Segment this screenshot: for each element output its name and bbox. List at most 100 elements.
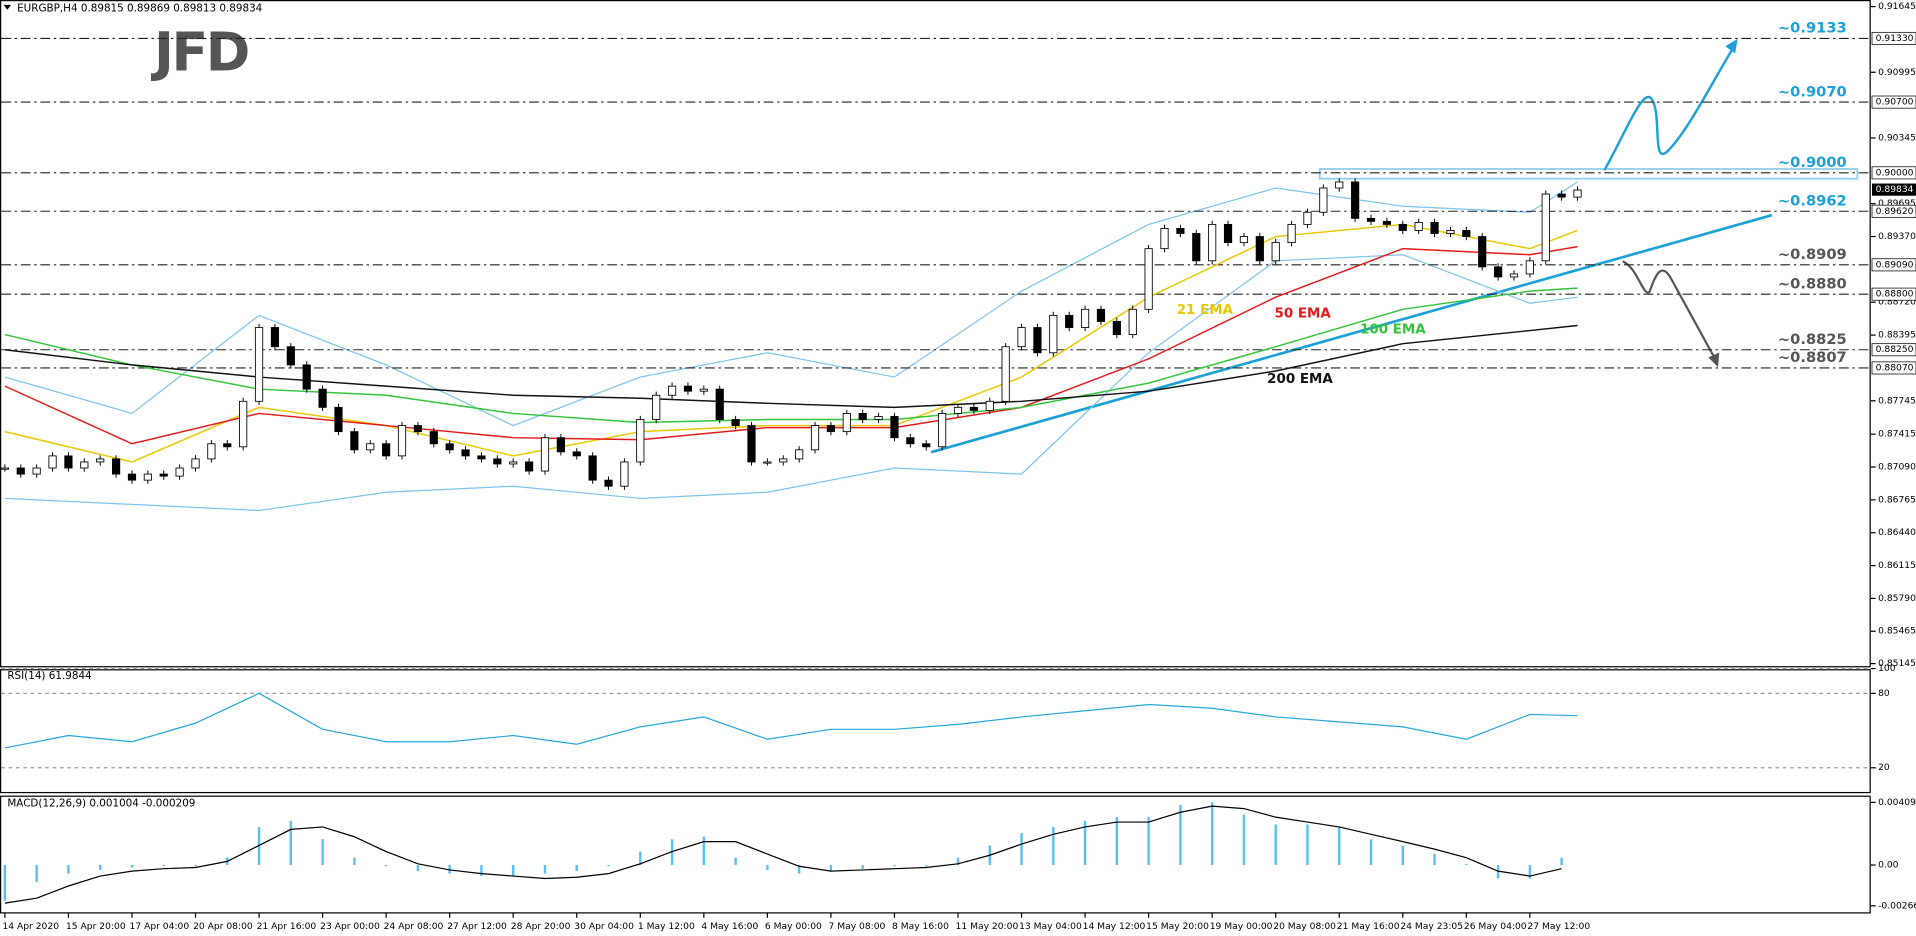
x-tick-label: 24 Apr 08:00 [384, 922, 444, 932]
level-label: ~0.8807 [1778, 349, 1847, 366]
bollinger-lower [4, 254, 1578, 512]
level-tag: 0.88800 [1876, 290, 1914, 300]
candle [1303, 211, 1312, 225]
level-tag-box [1871, 258, 1916, 272]
candle [1366, 217, 1376, 222]
candle [731, 419, 740, 426]
macd-bar [98, 865, 102, 870]
y-tick-label: 0.89370 [1878, 232, 1916, 242]
candle [80, 461, 89, 469]
macd-bar [797, 865, 801, 874]
macd-bar [1465, 863, 1468, 866]
x-tick-label: 1 May 12:00 [638, 922, 695, 932]
macd-signal [4, 805, 1562, 904]
candle [810, 425, 820, 451]
candle [1271, 242, 1280, 262]
candle [715, 388, 724, 420]
macd-bar [3, 865, 7, 901]
candle [207, 443, 216, 460]
x-tick-label: 24 May 23:05 [1400, 922, 1463, 932]
x-tick-label: 15 Apr 20:00 [66, 922, 126, 932]
y-tick-label: 0.85465 [1878, 627, 1916, 637]
macd-bar [607, 865, 610, 867]
menu-triangle [3, 4, 11, 10]
candle [461, 449, 470, 457]
macd-bar [1052, 826, 1055, 866]
resistance-zone [1318, 168, 1859, 180]
candle [1176, 228, 1185, 234]
x-tick-label: 8 May 16:00 [892, 922, 949, 932]
y-tick-label: -0.002665 [1878, 901, 1916, 911]
macd-bar [1369, 839, 1373, 866]
y-tick-label: 100 [1878, 664, 1896, 674]
y-tick-label: 0.86115 [1878, 561, 1916, 571]
macd-bar [416, 865, 420, 872]
candle [111, 458, 121, 475]
bollinger-upper [4, 181, 1578, 427]
macd-bar [1528, 865, 1532, 879]
candle [1430, 221, 1439, 234]
candle [1223, 223, 1233, 244]
y-tick-label: 0.90345 [1878, 133, 1916, 143]
candle [1112, 321, 1121, 336]
macd-bar [1306, 824, 1309, 866]
candle [1192, 233, 1201, 262]
candle [1398, 223, 1407, 231]
y-tick-label: 0.87415 [1878, 430, 1916, 440]
y-tick-label: 0.004095 [1878, 798, 1916, 808]
candle [1462, 230, 1471, 237]
macd-bar [1401, 845, 1405, 866]
candle [683, 385, 693, 392]
candle [445, 443, 454, 451]
candle [1033, 327, 1042, 354]
candle [64, 455, 73, 469]
level-label: ~0.9000 [1778, 154, 1847, 171]
level-tag: 0.88250 [1876, 345, 1914, 355]
macd-bar [1274, 824, 1277, 866]
x-tick-label: 21 May 16:00 [1337, 922, 1400, 932]
level-label: ~0.8825 [1778, 331, 1847, 348]
candle [906, 437, 915, 445]
candle [1287, 223, 1296, 244]
y-tick-label: 0.88395 [1878, 331, 1916, 341]
macd-bar [480, 865, 483, 877]
candle [1096, 308, 1106, 322]
candle [1509, 273, 1519, 278]
x-tick-label: 20 May 08:00 [1273, 922, 1336, 932]
level-tag: 0.91330 [1876, 34, 1914, 44]
candle [795, 449, 804, 460]
level-tag: 0.89090 [1876, 260, 1914, 270]
candle [540, 437, 550, 472]
level-tag-box [1871, 204, 1916, 218]
macd-bar [194, 865, 197, 867]
x-tick-label: 20 Apr 08:00 [193, 922, 253, 932]
level-tag: 0.88070 [1876, 363, 1914, 373]
level-label: ~0.8880 [1778, 275, 1847, 292]
candle [1573, 189, 1582, 198]
macd-bar [1242, 814, 1246, 866]
candle [318, 388, 327, 408]
macd-bar [1338, 826, 1341, 866]
x-tick-label: 26 May 04:00 [1464, 922, 1527, 932]
arrow-head [1725, 38, 1738, 54]
level-label: ~0.8909 [1778, 246, 1847, 263]
x-tick-label: 7 May 08:00 [828, 922, 885, 932]
x-tick-label: 15 May 20:00 [1146, 922, 1209, 932]
candle [1001, 346, 1010, 402]
ema-line [4, 324, 1578, 409]
level-tag: 0.90700 [1876, 98, 1914, 108]
y-tick-label: 0.91645 [1878, 2, 1916, 12]
level-label: ~0.9070 [1778, 83, 1847, 100]
level-tag-box [1871, 361, 1916, 375]
macd-bar [639, 851, 642, 866]
y-tick-label: 0.87745 [1878, 396, 1916, 406]
y-tick-label: 0.88720 [1878, 298, 1916, 308]
macd-title: MACD(12,26,9) 0.001004 -0.000209 [7, 798, 195, 810]
candle [1319, 187, 1328, 213]
x-tick-label: 27 May 12:00 [1527, 922, 1590, 932]
macd-bar [384, 865, 388, 867]
candle [699, 388, 708, 392]
candle [1525, 260, 1534, 275]
candle [191, 458, 200, 469]
